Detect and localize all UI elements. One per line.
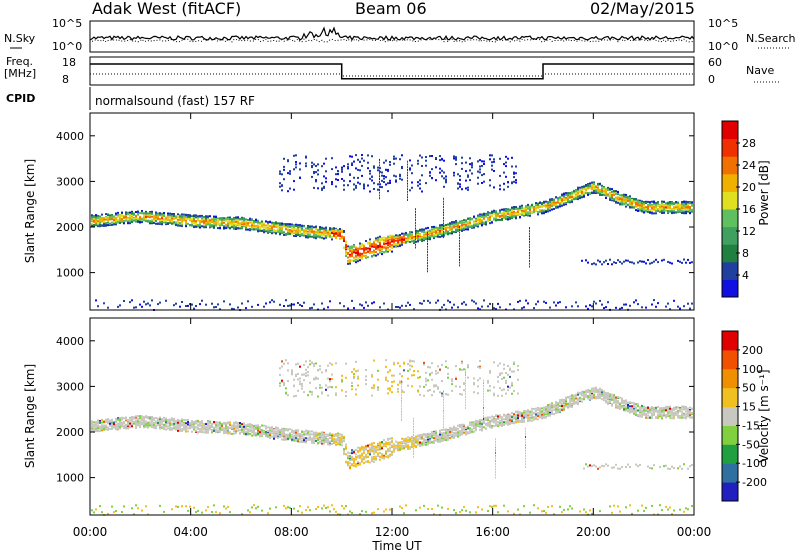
power-colorbar-segment	[722, 261, 738, 280]
velocity-colorbar-segment	[722, 387, 738, 408]
velocity-ytick: 4000	[56, 335, 84, 348]
velocity-colorbar-tick: -200	[742, 476, 767, 489]
velocity-colorbar-segment	[722, 331, 738, 351]
x-axis-tick: 08:00	[274, 525, 309, 539]
power-colorbar-segment	[722, 138, 738, 157]
station-title: Adak West (fitACF)	[92, 0, 241, 18]
freq-series	[90, 63, 694, 80]
power-colorbar-segment	[722, 209, 738, 228]
nsearch-label: N.Search	[746, 32, 796, 45]
power-colorbar-segment	[722, 191, 738, 210]
x-axis-tick: 00:00	[73, 525, 108, 539]
nsearch-series	[89, 38, 695, 43]
x-axis-tick: 04:00	[173, 525, 208, 539]
power-colorbar-segment	[722, 156, 738, 175]
beam-title: Beam 06	[355, 0, 427, 18]
power-colorbar-segment	[722, 244, 738, 263]
freq-panel: Freq. [MHz] 18 8 60 0 Nave	[4, 55, 780, 86]
power-colorbar-tick: 28	[742, 137, 756, 150]
nave-label: Nave	[746, 64, 774, 77]
velocity-panel: 4000 3000 2000 1000 Slant Range [km] 200 100…	[23, 317, 771, 516]
power-colorbar-tick: 8	[742, 247, 749, 260]
x-axis-tick: 20:00	[576, 525, 611, 539]
nsearch-tick-low: 10^0	[708, 40, 738, 53]
power-colorbar-tick: 16	[742, 203, 756, 216]
velocity-colorbar: 200 100 50 15 -15 -50 -100 -200	[721, 330, 767, 502]
freq-label: Freq.	[6, 55, 33, 68]
freq-tick-low: 8	[62, 73, 69, 86]
velocity-colorbar-segment	[722, 368, 738, 389]
x-axis-tick: 00:00	[677, 525, 712, 539]
velocity-colorbar-tick: 100	[742, 363, 763, 376]
cpid-label: CPID	[6, 92, 35, 105]
velocity-colorbar-tick: 15	[742, 401, 756, 414]
nave-tick-low: 0	[708, 73, 715, 86]
velocity-ytick: 2000	[56, 426, 84, 439]
nave-series	[90, 73, 694, 77]
velocity-colorbar-segment	[722, 425, 738, 445]
nsearch-tick-high: 10^5	[708, 17, 738, 30]
power-colorbar-tick: 20	[742, 181, 756, 194]
nsky-label: N.Sky	[4, 32, 36, 45]
velocity-colorbar-segment	[722, 349, 738, 370]
power-colorbar: 28 24 20 16 12 8 4	[721, 120, 756, 298]
power-colorbar-segment	[722, 121, 738, 140]
power-ylabel: Slant Range [km]	[23, 159, 37, 263]
power-ytick: 4000	[56, 130, 84, 143]
power-colorbar-segment	[722, 173, 738, 192]
power-colorbar-label: Power [dB]	[757, 160, 771, 225]
x-axis-tick: 16:00	[475, 525, 510, 539]
x-axis: 00:00 04:00 08:00 12:00 16:00 20:00 00:00	[73, 113, 712, 539]
nsky-tick-low: 10^0	[52, 40, 82, 53]
nsky-series	[89, 26, 695, 41]
velocity-colorbar-tick: -100	[742, 457, 767, 470]
power-colorbar-segment	[722, 226, 738, 245]
velocity-colorbar-segment	[722, 444, 738, 464]
power-colorbar-segment	[722, 279, 738, 298]
velocity-colorbar-segment	[722, 406, 738, 426]
nave-tick-high: 60	[708, 56, 722, 69]
power-colorbar-tick: 4	[742, 269, 749, 282]
power-ytick: 2000	[56, 221, 84, 234]
velocity-ytick: 1000	[56, 472, 84, 485]
velocity-colorbar-segment	[722, 463, 738, 483]
power-panel: 4000 3000 2000 1000 Slant Range [km] 28 24 20…	[23, 112, 771, 311]
power-colorbar-tick: 12	[742, 225, 756, 238]
nsky-panel: N.Sky 10^5 10^0 10^5 10^0 N.Search	[4, 17, 796, 53]
date-title: 02/May/2015	[590, 0, 695, 18]
velocity-ytick: 3000	[56, 380, 84, 393]
nsky-tick-high: 10^5	[52, 17, 82, 30]
velocity-colorbar-tick: 50	[742, 382, 756, 395]
velocity-ylabel: Slant Range [km]	[23, 364, 37, 468]
freq-unit: [MHz]	[4, 67, 36, 80]
velocity-colorbar-tick: -50	[742, 438, 760, 451]
velocity-colorbar-label: Velocity [m s⁻¹]	[757, 369, 771, 462]
power-ytick: 3000	[56, 175, 84, 188]
velocity-colorbar-segment	[722, 482, 738, 502]
freq-tick-high: 18	[62, 56, 76, 69]
power-ytick: 1000	[56, 267, 84, 280]
cpid-text: normalsound (fast) 157 RF	[95, 94, 255, 108]
x-axis-tick: 12:00	[375, 525, 410, 539]
velocity-colorbar-tick: -15	[742, 419, 760, 432]
x-axis-label: Time UT	[371, 539, 422, 553]
velocity-colorbar-tick: 200	[742, 344, 763, 357]
power-colorbar-tick: 24	[742, 159, 756, 172]
